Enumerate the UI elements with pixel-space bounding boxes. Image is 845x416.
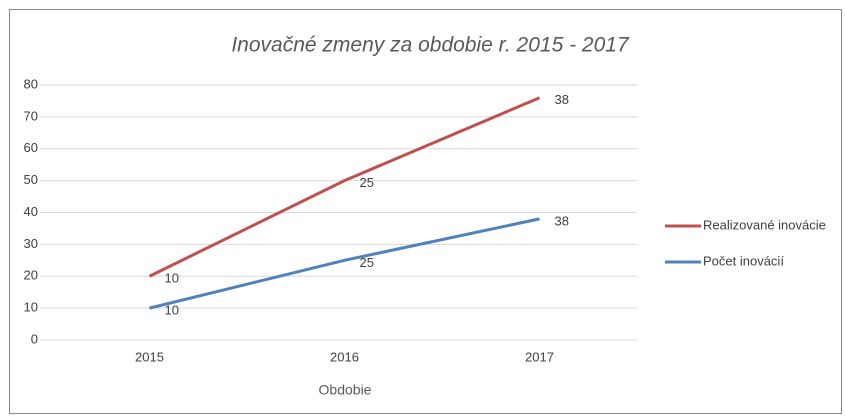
chart-border <box>9 9 842 414</box>
y-tick-label: 50 <box>24 172 38 187</box>
y-tick-label: 40 <box>24 204 38 219</box>
chart-title: Inovačné zmeny za obdobie r. 2015 - 2017 <box>231 34 630 57</box>
data-label: 25 <box>360 255 374 270</box>
data-label: 10 <box>165 303 179 318</box>
x-tick-label: 2016 <box>330 349 359 364</box>
data-label: 38 <box>555 213 569 228</box>
y-tick-label: 30 <box>24 236 38 251</box>
data-label: 38 <box>555 92 569 107</box>
y-tick-label: 80 <box>24 76 38 91</box>
series-line <box>149 217 540 310</box>
series-line <box>148 96 541 278</box>
y-tick-label: 10 <box>24 300 38 315</box>
y-tick-label: 70 <box>24 108 38 123</box>
x-axis-title: Obdobie <box>319 382 372 398</box>
y-tick-label: 60 <box>24 140 38 155</box>
data-label: 10 <box>165 271 179 286</box>
legend-label: Počet inovácií <box>703 253 784 268</box>
data-label: 25 <box>360 175 374 190</box>
legend-label: Realizované inovácie <box>703 217 826 232</box>
x-tick-label: 2017 <box>525 349 554 364</box>
y-tick-label: 0 <box>31 331 38 346</box>
y-tick-label: 20 <box>24 268 38 283</box>
x-tick-label: 2015 <box>135 349 164 364</box>
